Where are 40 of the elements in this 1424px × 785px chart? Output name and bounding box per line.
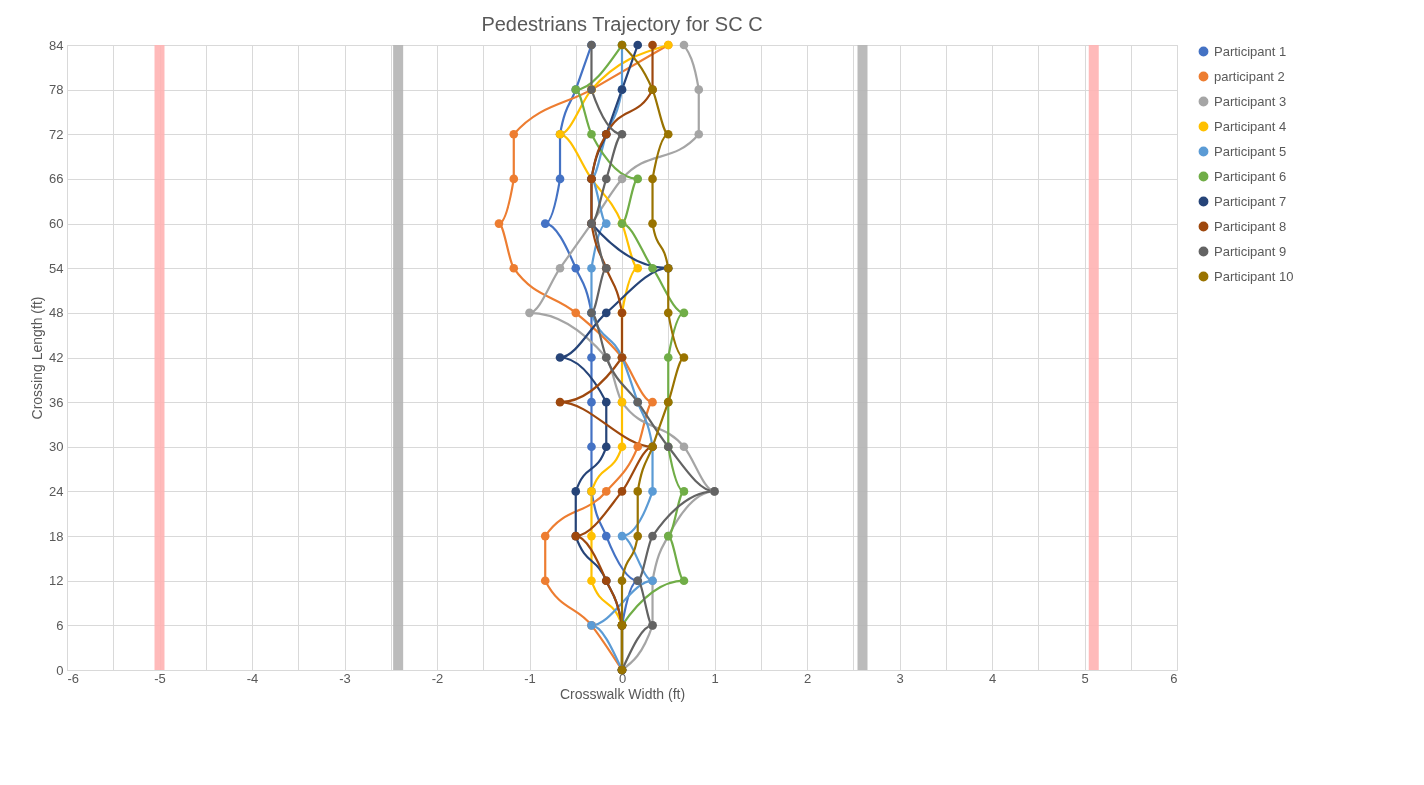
legend-label: Participant 5 bbox=[1214, 143, 1287, 159]
y-axis-title: Crossing Length (ft) bbox=[29, 296, 46, 420]
legend-label: Participant 7 bbox=[1214, 193, 1287, 209]
legend-label: participant 2 bbox=[1214, 68, 1285, 84]
x-tick-label: -2 bbox=[431, 670, 444, 686]
x-tick-label: -3 bbox=[339, 670, 351, 686]
legend-label: Participant 10 bbox=[1214, 268, 1294, 284]
legend-label: Participant 9 bbox=[1214, 243, 1287, 259]
legend-label: Participant 1 bbox=[1214, 43, 1287, 59]
x-tick-label: -6 bbox=[67, 670, 80, 686]
x-tick-label: 1 bbox=[711, 670, 719, 686]
x-tick-label: 3 bbox=[896, 670, 904, 686]
y-tick-label: 24 bbox=[49, 483, 64, 499]
x-tick-label: -4 bbox=[246, 670, 259, 686]
y-tick-label: 84 bbox=[49, 37, 64, 53]
y-tick-label: 36 bbox=[49, 394, 64, 410]
y-tick-label: 72 bbox=[49, 126, 64, 142]
legend-label: Participant 8 bbox=[1214, 218, 1287, 234]
x-tick-label: 0 bbox=[618, 670, 627, 686]
y-tick-label: 18 bbox=[49, 528, 64, 544]
x-axis-title: Crosswalk Width (ft) bbox=[559, 685, 686, 702]
chart-title: Pedestrians Trajectory for SC C bbox=[481, 13, 763, 35]
x-tick-label: 6 bbox=[1170, 670, 1178, 686]
y-tick-label: 48 bbox=[49, 305, 64, 321]
y-tick-label: 6 bbox=[56, 617, 64, 633]
x-tick-label: 5 bbox=[1081, 670, 1089, 686]
y-tick-label: 42 bbox=[49, 350, 64, 365]
x-tick-label: -1 bbox=[524, 670, 536, 686]
y-tick-label: 12 bbox=[49, 573, 64, 589]
y-tick-label: 54 bbox=[49, 260, 64, 276]
legend-label: Participant 3 bbox=[1214, 93, 1287, 109]
x-tick-label: 4 bbox=[988, 670, 997, 686]
legend-label: Participant 6 bbox=[1214, 168, 1287, 184]
y-tick-label: 78 bbox=[49, 82, 64, 98]
y-tick-label: 30 bbox=[49, 439, 64, 455]
y-tick-label: 66 bbox=[49, 171, 64, 187]
x-tick-label: -5 bbox=[154, 670, 166, 686]
legend-label: Participant 4 bbox=[1214, 118, 1287, 134]
x-tick-label: 2 bbox=[803, 670, 812, 686]
y-tick-label: 60 bbox=[49, 216, 64, 232]
